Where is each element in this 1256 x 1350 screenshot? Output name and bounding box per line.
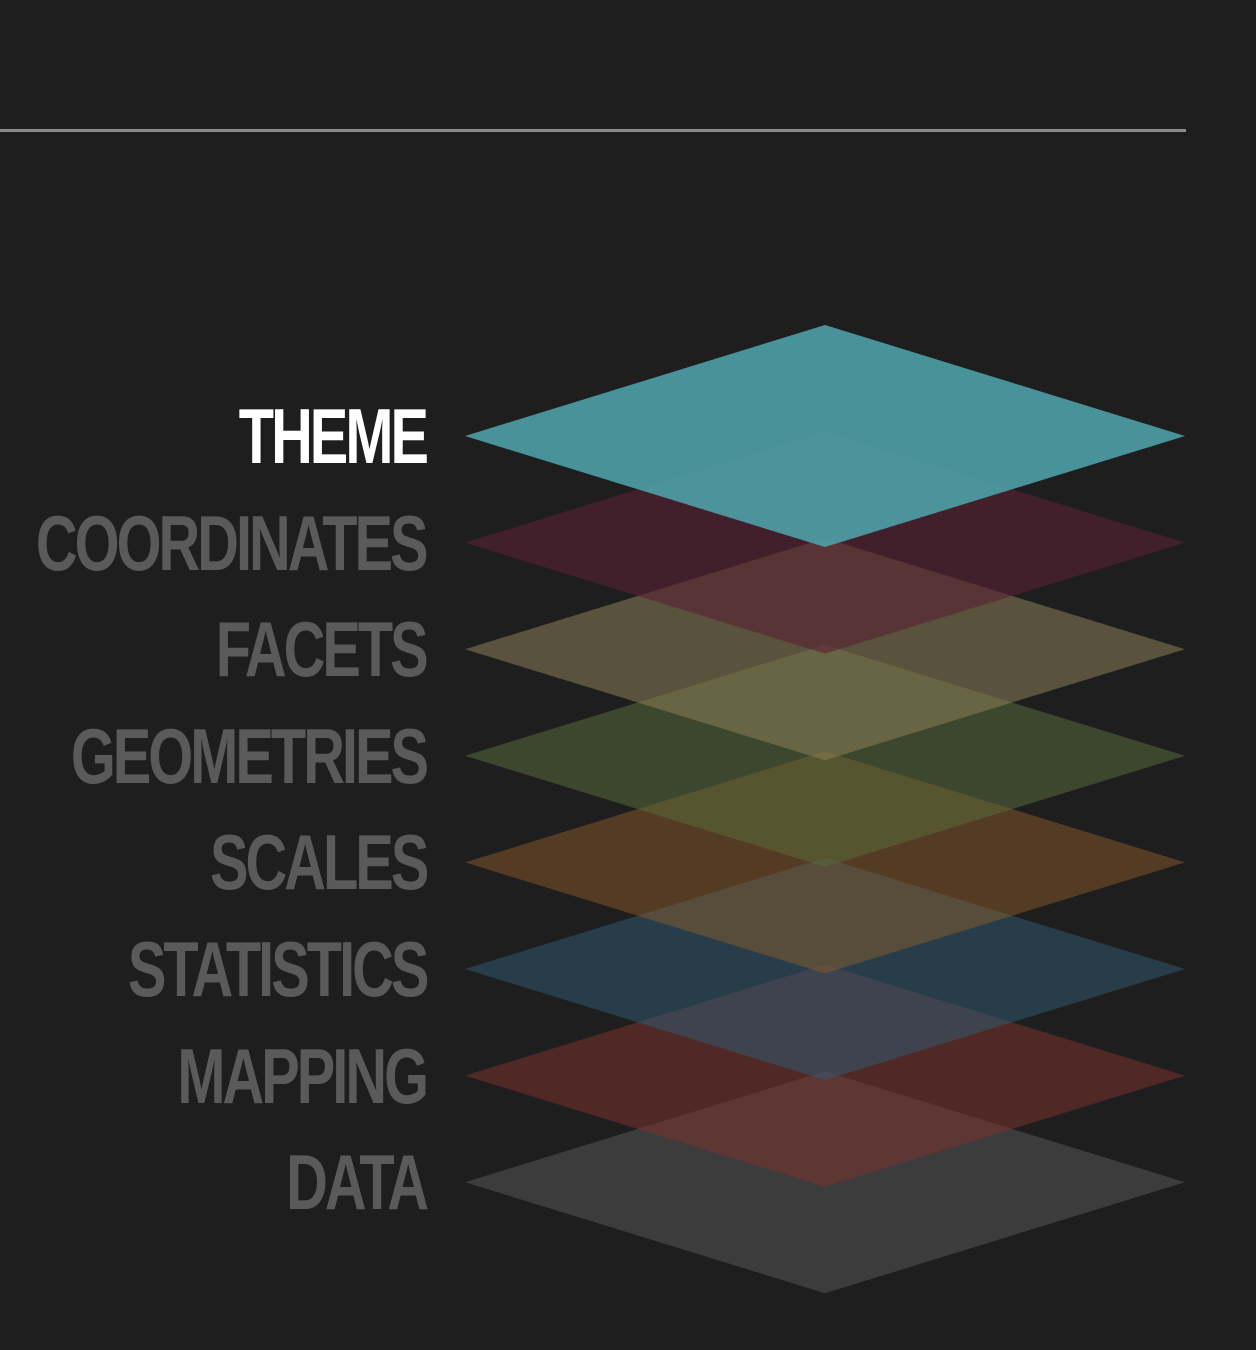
layer-label-scales: SCALES <box>209 818 429 907</box>
layer-label-statistics: STATISTICS <box>127 925 429 1013</box>
top-divider <box>0 129 1186 132</box>
layer-label-mapping: MAPPING <box>177 1031 429 1120</box>
layer-label-facets: FACETS <box>216 605 429 694</box>
layer-plane-theme <box>465 325 1185 547</box>
layer-label-geometries: GEOMETRIES <box>70 711 429 800</box>
layer-label-data: DATA <box>286 1138 429 1227</box>
layer-label-coordinates: COORDINATES <box>36 498 429 587</box>
layer-label-theme: THEME <box>238 392 429 480</box>
